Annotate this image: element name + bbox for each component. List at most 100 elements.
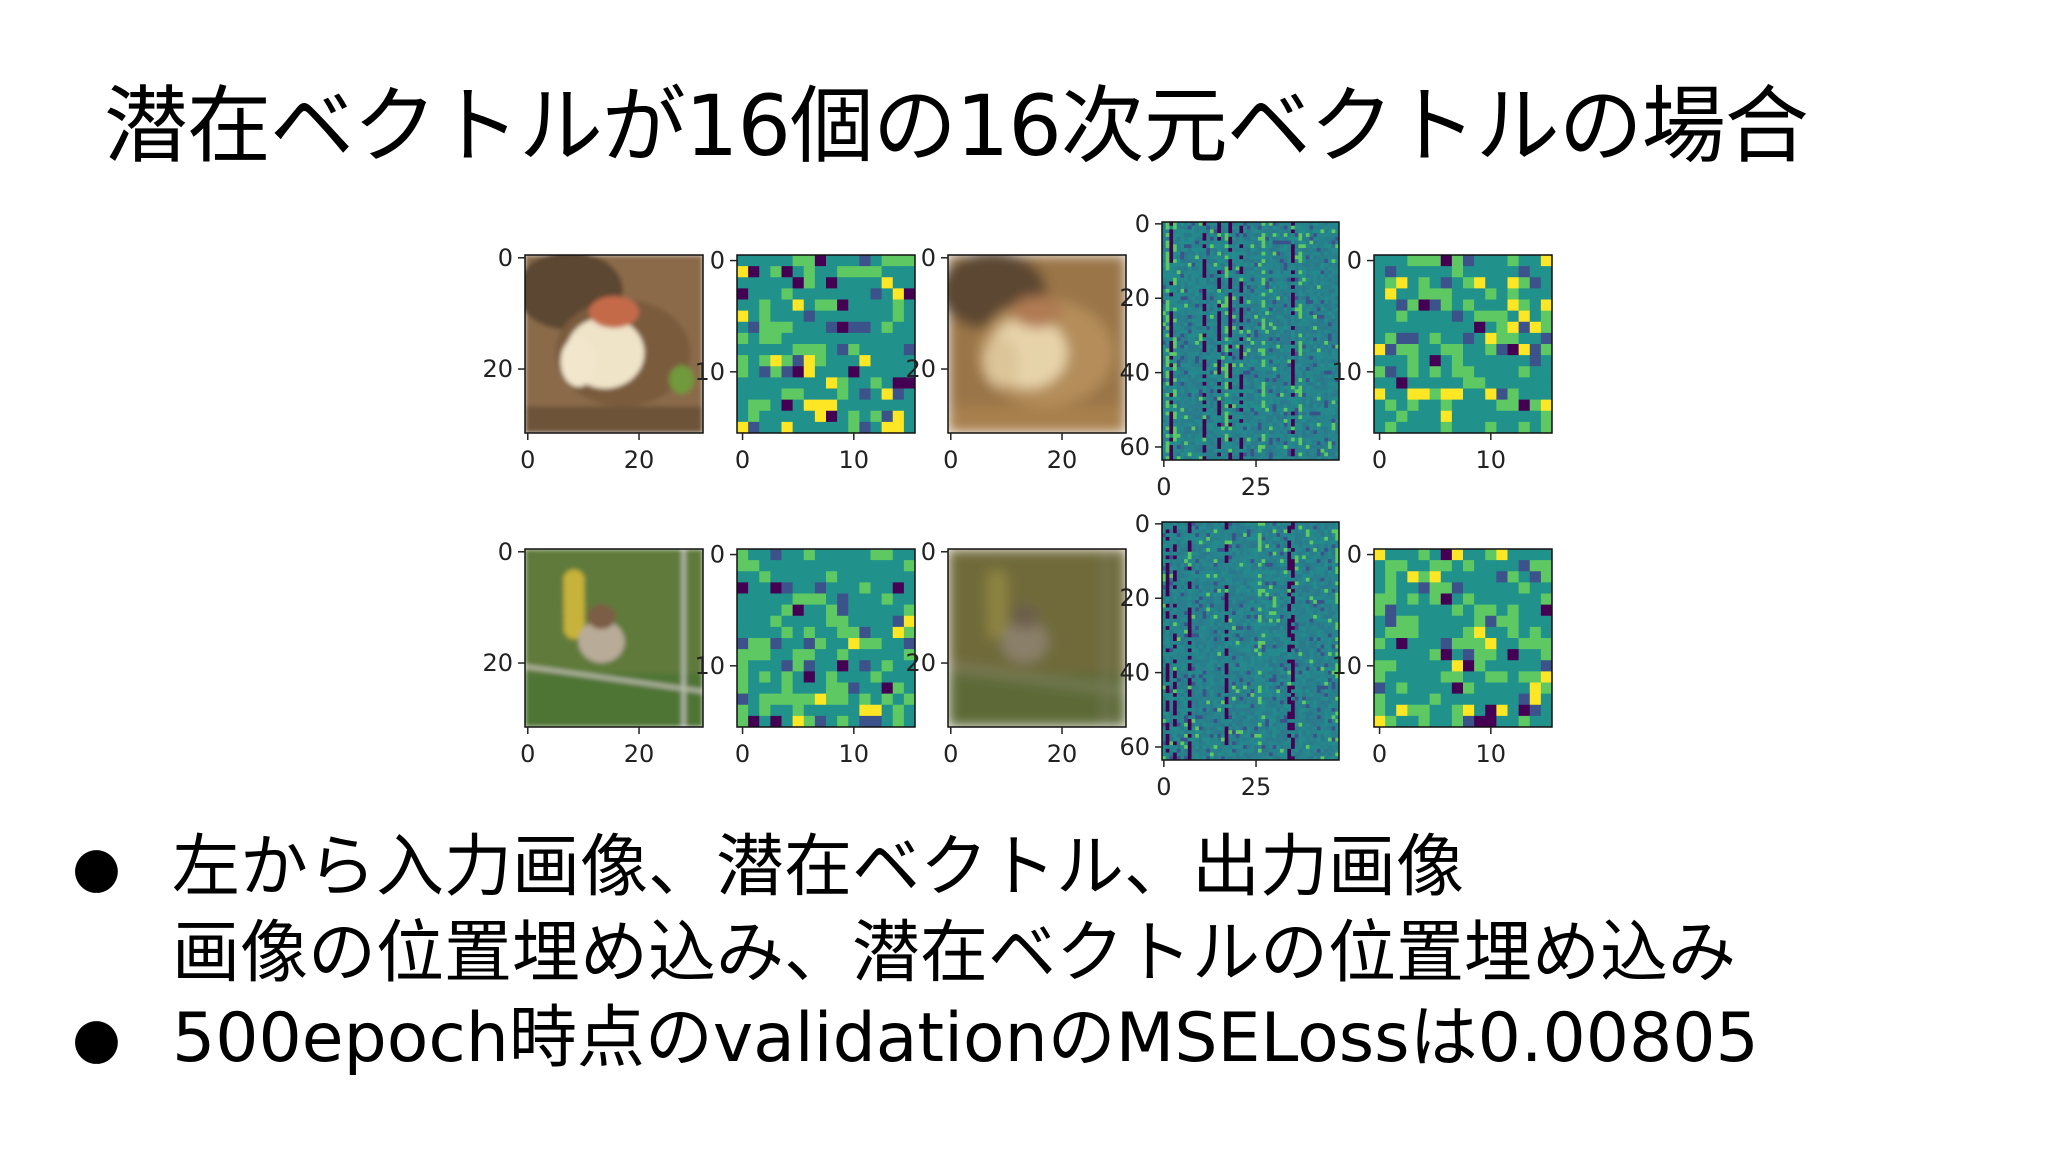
heatmap-cell bbox=[1243, 404, 1248, 409]
heatmap-cell bbox=[1254, 456, 1259, 461]
heatmap-cell bbox=[1324, 333, 1329, 338]
heatmap-cell bbox=[1184, 600, 1189, 605]
heatmap-cell bbox=[1313, 367, 1318, 372]
heatmap-cell bbox=[759, 288, 771, 300]
heatmap-cell bbox=[1198, 544, 1203, 549]
heatmap-cell bbox=[759, 626, 771, 639]
heatmap-cell bbox=[1239, 262, 1244, 268]
heatmap-cell bbox=[1440, 332, 1453, 345]
heatmap-cell bbox=[1198, 285, 1203, 290]
heatmap-cell bbox=[1313, 303, 1318, 308]
heatmap-cell bbox=[1162, 404, 1167, 409]
heatmap-cell bbox=[1228, 581, 1233, 586]
heatmap-cell bbox=[1235, 596, 1240, 601]
heatmap-cell bbox=[1272, 300, 1277, 305]
heatmap-cell bbox=[1184, 352, 1189, 357]
heatmap-cell bbox=[1202, 378, 1207, 383]
heatmap-cell bbox=[1316, 577, 1321, 582]
heatmap-cell bbox=[1291, 419, 1296, 424]
heatmap-cell bbox=[1246, 389, 1251, 394]
heatmap-cell bbox=[1191, 544, 1196, 549]
heatmap-cell bbox=[1327, 326, 1333, 331]
heatmap-cell bbox=[1327, 344, 1333, 349]
heatmap-cell bbox=[1327, 448, 1333, 453]
heatmap-cell bbox=[1276, 588, 1281, 594]
heatmap-cell bbox=[1195, 437, 1200, 442]
heatmap-cell bbox=[1320, 270, 1325, 275]
heatmap-cell bbox=[1195, 236, 1200, 241]
heatmap-cell bbox=[1302, 363, 1307, 368]
heatmap-cell bbox=[1173, 525, 1178, 530]
heatmap-cell bbox=[1335, 411, 1340, 416]
heatmap-cell bbox=[1209, 270, 1215, 275]
heatmap-cell bbox=[1202, 400, 1207, 405]
heatmap-cell bbox=[1280, 255, 1285, 260]
y-tick-label: 0 bbox=[1347, 247, 1362, 275]
heatmap-cell bbox=[1261, 303, 1266, 308]
heatmap-cell bbox=[1496, 399, 1508, 412]
heatmap-cell bbox=[1313, 281, 1318, 286]
heatmap-cell bbox=[1268, 548, 1274, 553]
heatmap-cell bbox=[1320, 540, 1325, 545]
heatmap-cell bbox=[1187, 393, 1192, 398]
heatmap-cell bbox=[1180, 540, 1185, 545]
heatmap-cell bbox=[1327, 588, 1333, 594]
heatmap-cell bbox=[1165, 525, 1170, 530]
heatmap-cell bbox=[781, 715, 794, 728]
heatmap-cell bbox=[1209, 529, 1215, 534]
heatmap-cell bbox=[1224, 322, 1229, 327]
heatmap-cell bbox=[737, 299, 749, 312]
heatmap-cell bbox=[870, 277, 883, 289]
heatmap-cell bbox=[1235, 559, 1240, 564]
heatmap-cell bbox=[1254, 562, 1259, 568]
heatmap-cell bbox=[1184, 437, 1189, 442]
heatmap-cell bbox=[1302, 222, 1307, 227]
heatmap-cell bbox=[1173, 311, 1178, 316]
heatmap-cell bbox=[1268, 404, 1274, 409]
heatmap-cell bbox=[814, 332, 827, 345]
heatmap-cell bbox=[1184, 456, 1189, 461]
heatmap-cell bbox=[1261, 566, 1266, 571]
heatmap-cell bbox=[1261, 244, 1266, 249]
heatmap-cell bbox=[1418, 399, 1431, 412]
heatmap-cell bbox=[1202, 600, 1207, 605]
heatmap-cell bbox=[1243, 551, 1248, 556]
heatmap-cell bbox=[1261, 529, 1266, 534]
heatmap-cell bbox=[1162, 562, 1167, 568]
heatmap-cell bbox=[1280, 600, 1285, 605]
heatmap-cell bbox=[1294, 588, 1299, 594]
heatmap-cell bbox=[1265, 367, 1270, 372]
heatmap-cell bbox=[1265, 251, 1270, 256]
heatmap-cell bbox=[1195, 585, 1200, 590]
heatmap-cell bbox=[1265, 303, 1270, 308]
heatmap-cell bbox=[1176, 374, 1181, 379]
heatmap-cell bbox=[1298, 522, 1303, 527]
heatmap-cell bbox=[1331, 277, 1336, 282]
heatmap-cell bbox=[1265, 400, 1270, 405]
heatmap-cell bbox=[1291, 229, 1296, 234]
heatmap-cell bbox=[1331, 367, 1336, 372]
heatmap-cell bbox=[1265, 566, 1270, 571]
heatmap-cell bbox=[837, 299, 849, 312]
heatmap-cell bbox=[1195, 525, 1200, 530]
heatmap-cell bbox=[748, 399, 760, 412]
heatmap-cell bbox=[1217, 337, 1222, 342]
heatmap-cell bbox=[1202, 393, 1207, 398]
heatmap-cell bbox=[826, 693, 838, 706]
heatmap-cell bbox=[1324, 400, 1329, 405]
heatmap-cell bbox=[1198, 244, 1203, 249]
heatmap-cell bbox=[1261, 348, 1266, 353]
heatmap-cell bbox=[1324, 266, 1329, 271]
heatmap-cell bbox=[1206, 588, 1211, 594]
heatmap-cell bbox=[1385, 321, 1397, 334]
heatmap-cell bbox=[1313, 585, 1318, 590]
heatmap-cell bbox=[1272, 381, 1277, 387]
heatmap-cell bbox=[1335, 574, 1340, 579]
heatmap-cell bbox=[1268, 378, 1274, 383]
heatmap-cell bbox=[1217, 426, 1222, 431]
heatmap-cell bbox=[1221, 251, 1226, 256]
heatmap-cell bbox=[1254, 281, 1259, 286]
heatmap-cell bbox=[1187, 566, 1192, 571]
heatmap-cell bbox=[1221, 441, 1226, 446]
